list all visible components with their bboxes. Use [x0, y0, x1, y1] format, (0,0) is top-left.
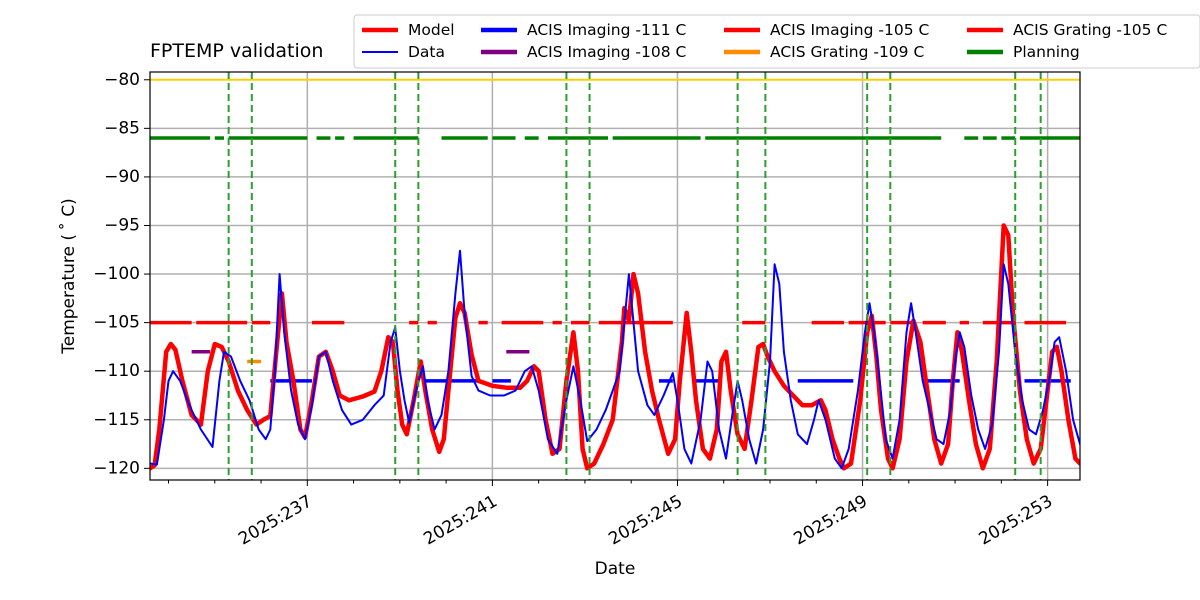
x-axis-ticks: 2025:237 2025:241 2025:245 2025:249 2025:253: [168, 480, 1057, 549]
y-tick-label-5: −105: [93, 313, 140, 333]
x-tick-label-1: 2025:241: [420, 491, 501, 549]
legend-label-0: Model: [408, 21, 455, 39]
legend-label-6: ACIS Grating -105 C: [1013, 21, 1167, 39]
y-tick-label-1: −85: [104, 118, 140, 138]
legend: Model Data ACIS Imaging -111 C ACIS Imaging…: [353, 14, 1200, 69]
y-tick-label-0: −80: [104, 70, 140, 90]
y-axis-ticks: −80 −85 −90 −95 −100 −105 −110 −115 −120: [93, 70, 150, 478]
x-axis-label: Date: [595, 559, 636, 579]
y-tick-label-2: −90: [104, 167, 140, 187]
legend-label-2: ACIS Imaging -111 C: [527, 21, 686, 39]
x-tick-label-0: 2025:237: [235, 491, 316, 549]
chart-title: FPTEMP validation: [150, 40, 323, 62]
legend-label-3: ACIS Imaging -108 C: [527, 43, 686, 61]
y-axis-label: Temperature ( ˚ C): [58, 198, 79, 355]
x-tick-label-4: 2025:253: [976, 491, 1057, 549]
legend-label-7: Planning: [1013, 43, 1080, 61]
y-tick-label-8: −120: [93, 458, 140, 478]
legend-label-1: Data: [408, 43, 445, 61]
legend-label-4: ACIS Imaging -105 C: [770, 21, 929, 39]
x-tick-label-2: 2025:245: [605, 491, 686, 549]
y-tick-label-4: −100: [93, 264, 140, 284]
y-tick-label-7: −115: [93, 410, 140, 430]
vertical-dashed-lines: [227, 72, 1042, 480]
legend-label-5: ACIS Grating -109 C: [770, 43, 924, 61]
y-tick-label-3: −95: [104, 215, 140, 235]
series-line-data: [150, 249, 1080, 470]
plot-frame: [149, 71, 1081, 481]
series-lines: [150, 223, 1080, 471]
x-tick-label-3: 2025:249: [790, 491, 871, 549]
y-tick-label-6: −110: [93, 361, 140, 381]
